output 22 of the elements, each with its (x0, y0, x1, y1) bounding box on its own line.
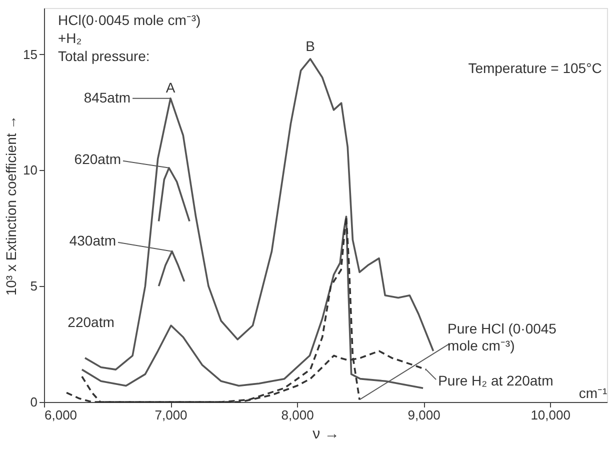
y-tick-label: 10 (23, 162, 38, 178)
annotation: cm⁻¹ (578, 385, 608, 401)
x-axis-title: ν → (312, 426, 340, 442)
y-tick-label: 0 (30, 394, 38, 410)
x-tick-label: 9,000 (408, 408, 440, 422)
annotation: A (166, 79, 176, 96)
y-tick-label: 5 (30, 278, 38, 294)
x-tick-label: 6,000 (44, 408, 78, 422)
y-tick-label: 15 (23, 46, 38, 62)
x-tick-label: 8,000 (281, 408, 314, 422)
annotation: 430atm (69, 232, 116, 248)
y-axis-title: 10³ x Extinction coefficient → (3, 115, 20, 296)
annotation: HCl(0·0045 mole cm⁻³) +H₂ Total pressure: (58, 12, 201, 64)
annotation: B (306, 38, 315, 54)
x-tick-label: 10,000 (530, 408, 570, 422)
annotation: 620atm (74, 150, 121, 167)
annotation: 220atm (68, 314, 114, 330)
annotation: Pure H₂ at 220atm (438, 372, 554, 389)
x-tick-label: 7,000 (154, 408, 188, 422)
annotation: Pure HCl (0·0045 mole cm⁻³) (448, 320, 557, 354)
annotation: Temperature = 105°C (468, 60, 602, 76)
annotation: 845atm (84, 89, 131, 106)
